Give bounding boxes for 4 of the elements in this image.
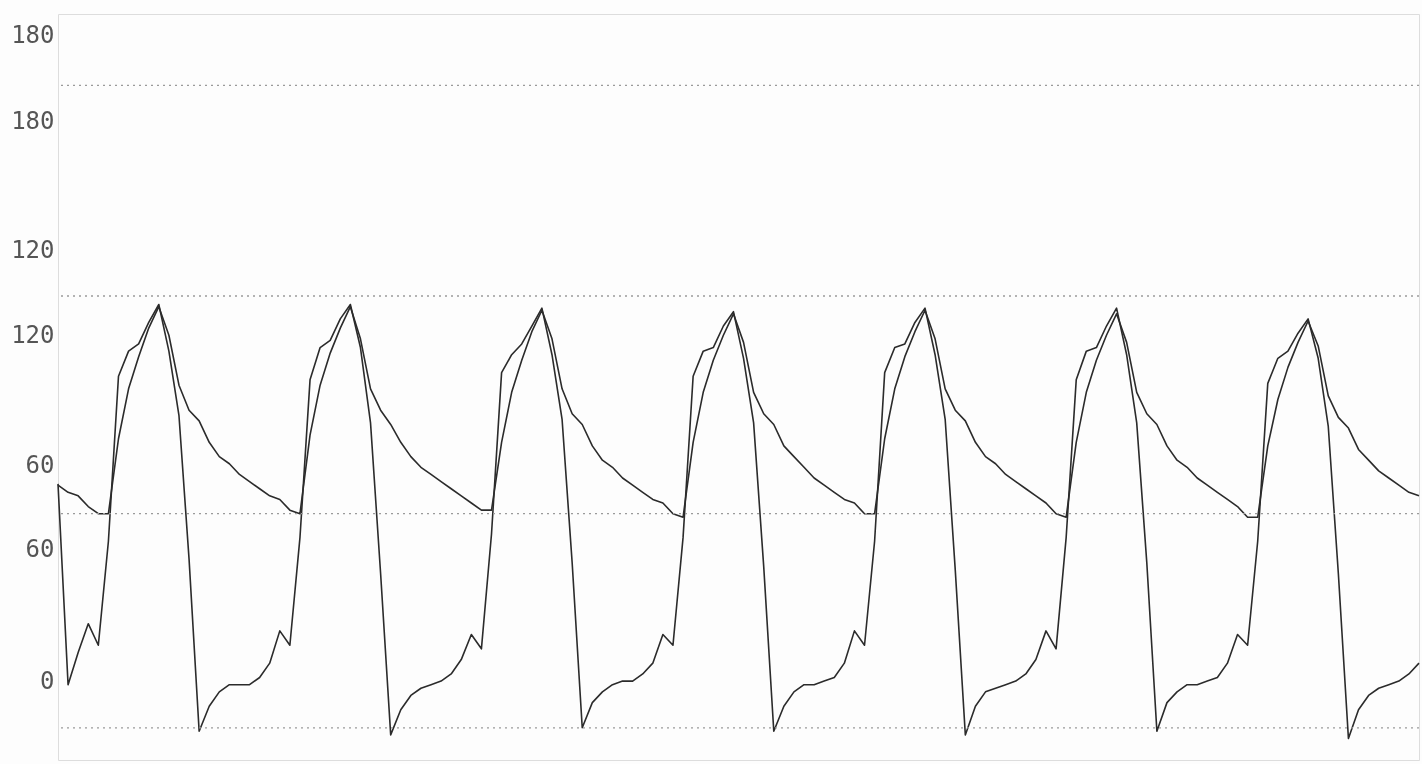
y-tick-label: 180 <box>11 21 55 50</box>
y-tick-label: 60 <box>25 451 55 480</box>
y-tick-label: 0 <box>40 666 55 695</box>
y-tick-label: 120 <box>11 236 55 265</box>
